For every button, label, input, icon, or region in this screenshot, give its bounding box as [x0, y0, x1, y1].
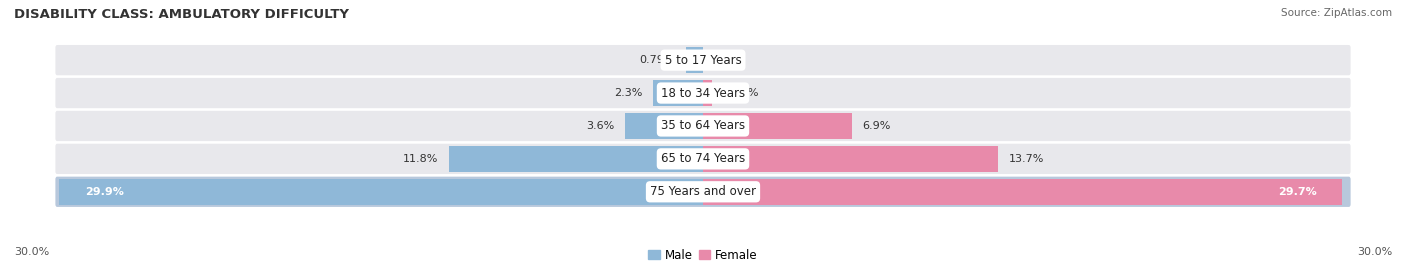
FancyBboxPatch shape — [55, 45, 1351, 75]
Text: 0.42%: 0.42% — [723, 88, 758, 98]
Legend: Male, Female: Male, Female — [644, 244, 762, 266]
Bar — [703, 179, 1343, 205]
Bar — [654, 80, 703, 106]
Text: 29.9%: 29.9% — [86, 187, 124, 197]
Text: 11.8%: 11.8% — [402, 154, 439, 164]
Bar — [626, 113, 703, 139]
Text: 5 to 17 Years: 5 to 17 Years — [665, 54, 741, 67]
Text: 29.7%: 29.7% — [1278, 187, 1316, 197]
FancyBboxPatch shape — [55, 177, 1351, 207]
Text: 6.9%: 6.9% — [862, 121, 890, 131]
FancyBboxPatch shape — [55, 144, 1351, 174]
Text: Source: ZipAtlas.com: Source: ZipAtlas.com — [1281, 8, 1392, 18]
Text: 0.0%: 0.0% — [714, 55, 742, 65]
Text: 35 to 64 Years: 35 to 64 Years — [661, 120, 745, 132]
FancyBboxPatch shape — [55, 78, 1351, 108]
Text: 30.0%: 30.0% — [1357, 247, 1392, 257]
Text: 3.6%: 3.6% — [586, 121, 614, 131]
Text: DISABILITY CLASS: AMBULATORY DIFFICULTY: DISABILITY CLASS: AMBULATORY DIFFICULTY — [14, 8, 349, 21]
Text: 18 to 34 Years: 18 to 34 Years — [661, 87, 745, 99]
Text: 13.7%: 13.7% — [1008, 154, 1045, 164]
Text: 0.79%: 0.79% — [640, 55, 675, 65]
Text: 30.0%: 30.0% — [14, 247, 49, 257]
Bar — [703, 113, 852, 139]
Text: 65 to 74 Years: 65 to 74 Years — [661, 152, 745, 165]
Text: 75 Years and over: 75 Years and over — [650, 185, 756, 198]
Bar — [686, 47, 703, 73]
Text: 2.3%: 2.3% — [614, 88, 643, 98]
Bar — [703, 80, 711, 106]
FancyBboxPatch shape — [55, 111, 1351, 141]
Bar — [449, 146, 703, 172]
Bar — [703, 146, 998, 172]
Bar — [59, 179, 703, 205]
